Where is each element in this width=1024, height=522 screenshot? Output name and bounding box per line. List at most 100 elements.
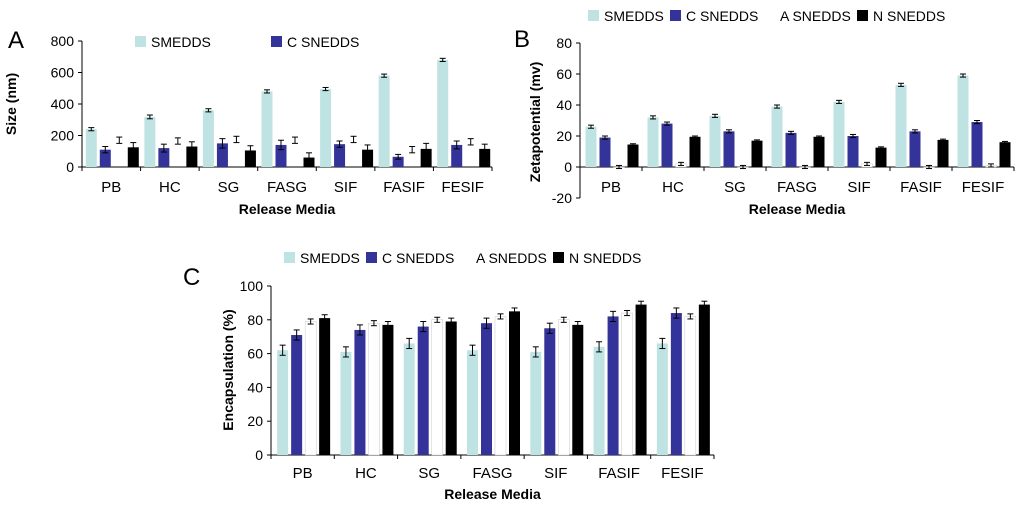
legend-label: A SNEDDS (476, 250, 547, 266)
bar-smedds (320, 89, 332, 167)
panel-letter-c: C (183, 264, 200, 291)
bar-smedds (656, 343, 668, 455)
panel-letter-b: B (514, 26, 530, 53)
x-category-label: SIF (544, 465, 567, 482)
x-category-label: SG (218, 179, 240, 196)
x-category-label: SIF (334, 179, 357, 196)
bar-c-snedds (785, 132, 797, 167)
legend-swatch (588, 10, 599, 21)
bar-smedds (833, 101, 845, 167)
x-category-label: FESIF (661, 465, 704, 482)
bar-c-snedds (481, 323, 492, 455)
legend-label: C SNEDDS (287, 34, 359, 50)
y-tick-label: 40 (556, 97, 572, 113)
bar-n-snedds (813, 136, 825, 167)
bar-smedds (340, 351, 352, 455)
bar-c-snedds (451, 144, 463, 167)
legend-swatch (459, 251, 472, 264)
bar-smedds (593, 346, 605, 455)
x-category-label: PB (293, 465, 313, 482)
bar-a-snedds (368, 322, 380, 456)
bar-series-4 (420, 148, 432, 167)
bar-n-snedds (875, 147, 887, 167)
legend-swatch (553, 252, 564, 263)
y-tick-label: 0 (564, 159, 572, 175)
x-category-label: SG (724, 179, 746, 196)
bar-n-snedds (572, 324, 584, 455)
y-tick-label: 80 (556, 35, 572, 51)
bar-a-snedds (558, 319, 570, 456)
y-tick-label: 0 (66, 159, 74, 175)
bar-smedds (378, 75, 390, 167)
legend-swatch (763, 9, 776, 22)
panel-b-chart: B -20 0 20 40 60 80 PB HC SG FASG SIF FASIF FESIF Rele… (514, 8, 1015, 217)
bar-smedds (467, 350, 478, 455)
legend-swatch (284, 252, 295, 263)
x-category-label: FESIF (441, 179, 484, 196)
bar-series-4 (362, 149, 374, 167)
bar-a-snedds (621, 312, 633, 456)
bar-c-snedds (971, 122, 983, 167)
y-tick-label: -20 (552, 190, 572, 206)
bar-c-snedds (334, 144, 346, 167)
x-category-label: HC (355, 465, 377, 482)
bar-smedds (277, 350, 289, 455)
bar-smedds (957, 75, 969, 167)
bar-a-snedds (684, 316, 697, 456)
y-tick-label: 800 (51, 33, 75, 49)
bar-c-snedds (607, 316, 619, 455)
x-category-label: PB (601, 179, 621, 196)
legend-label: SMEDDS (604, 8, 664, 24)
legend-label: A SNEDDS (780, 8, 851, 24)
legend-swatch (857, 10, 868, 21)
bar-c-snedds (275, 144, 287, 167)
bar-smedds (895, 84, 907, 167)
x-category-label: FESIF (962, 179, 1005, 196)
bar-c-snedds (909, 131, 921, 167)
bar-c-snedds (847, 136, 859, 167)
y-tick-label: 20 (247, 413, 263, 429)
y-axis-label: Zetapotential (mv) (527, 62, 543, 183)
y-tick-label: 100 (240, 278, 264, 294)
y-axis-label: Size (nm) (3, 73, 19, 135)
bar-n-snedds (751, 140, 763, 167)
x-category-label: PB (101, 179, 121, 196)
bar-smedds (530, 351, 542, 455)
bar-smedds (85, 129, 97, 167)
bar-n-snedds (698, 304, 710, 455)
legend-label: SMEDDS (300, 250, 360, 266)
bar-smedds (202, 110, 214, 167)
bar-n-snedds (319, 318, 331, 455)
y-tick-label: 0 (255, 447, 263, 463)
bar-n-snedds (689, 136, 701, 167)
x-category-label: FASG (267, 179, 307, 196)
legend-swatch (670, 10, 681, 21)
x-category-label: FASG (777, 179, 817, 196)
x-category-label: FASG (472, 465, 512, 482)
x-category-label: FASIF (598, 465, 640, 482)
bar-series-4 (127, 147, 139, 167)
bar-n-snedds (635, 304, 647, 455)
bar-smedds (585, 126, 597, 167)
bar-c-snedds (291, 335, 303, 455)
bar-c-snedds (158, 148, 170, 167)
bar-series-4 (186, 146, 198, 167)
bar-smedds (403, 343, 415, 455)
bar-smedds (437, 59, 449, 167)
legend-label: N SNEDDS (569, 250, 641, 266)
y-tick-label: 60 (247, 346, 263, 362)
bar-c-snedds (392, 156, 404, 167)
bar-c-snedds (661, 123, 673, 167)
panel-a-chart: A 0 200 400 600 800 PB HC SG FASG SIF FASIF FESIF Rel… (3, 27, 493, 217)
y-tick-label: 40 (247, 379, 263, 395)
legend-label: C SNEDDS (382, 250, 454, 266)
bar-c-snedds (723, 131, 735, 167)
x-axis-label: Release Media (444, 486, 541, 502)
legend-label: C SNEDDS (686, 8, 758, 24)
bar-c-snedds (417, 326, 429, 455)
x-category-label: SG (418, 465, 440, 482)
bar-smedds (709, 115, 721, 167)
panel-letter-a: A (8, 27, 24, 54)
bar-a-snedds (494, 316, 507, 456)
